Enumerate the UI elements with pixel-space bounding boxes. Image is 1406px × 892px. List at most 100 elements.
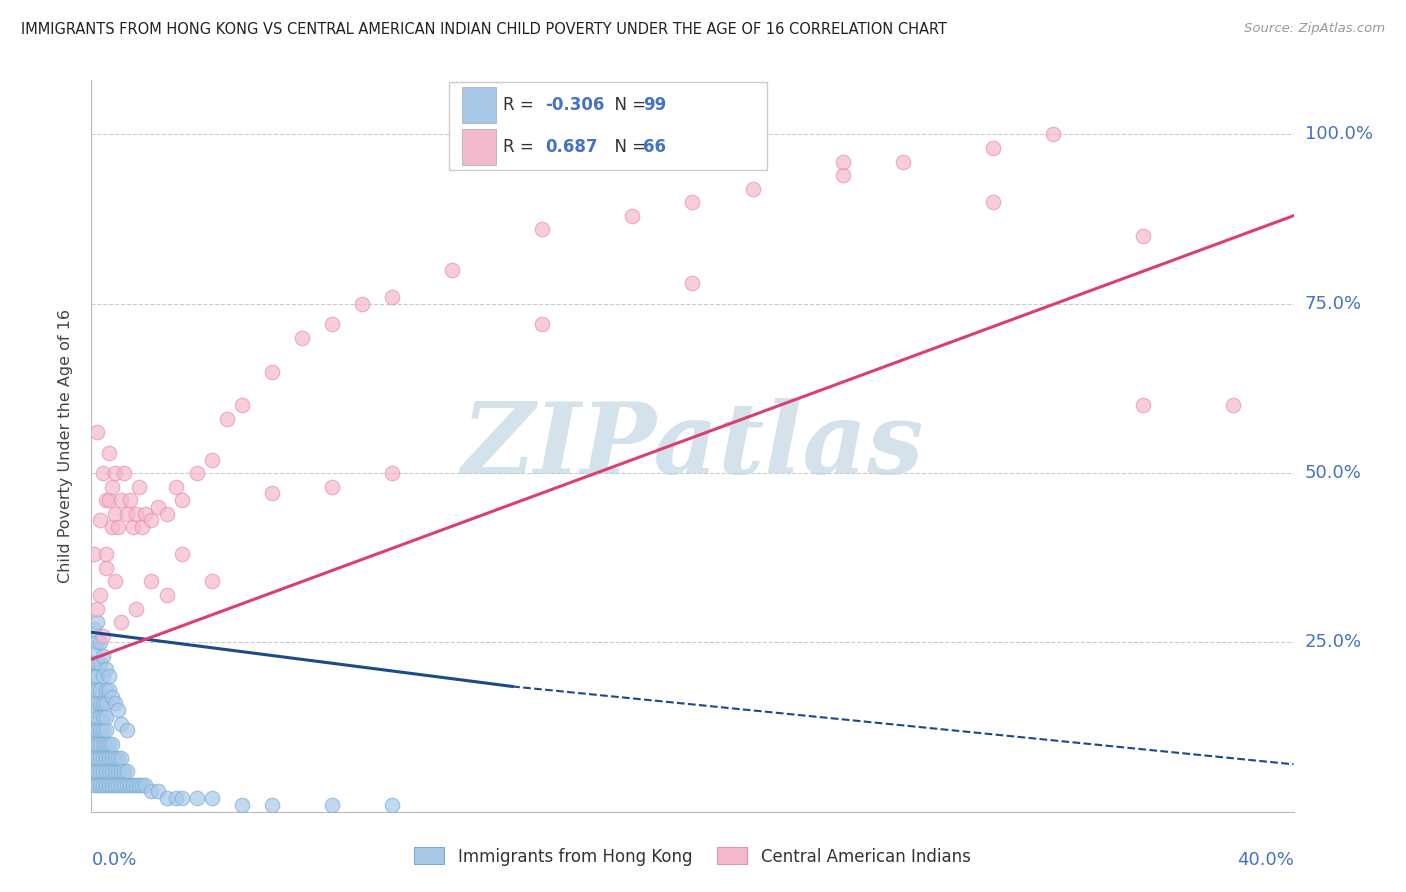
Point (134, 507, 156, 521)
Point (1042, 128, 1064, 142)
Point (93, 710, 115, 724)
Point (89, 656, 111, 670)
Point (86, 764, 108, 778)
Point (201, 452, 224, 467)
Point (83, 656, 105, 670)
Point (1132, 398, 1154, 412)
Point (110, 778, 132, 792)
Point (531, 222, 554, 236)
Point (83, 642, 105, 657)
Point (381, 466, 404, 480)
Point (96, 737, 118, 751)
Point (89, 750, 111, 764)
Point (107, 520, 129, 534)
Point (621, 209, 644, 223)
Point (122, 520, 145, 534)
Point (86, 750, 108, 764)
Point (321, 480, 343, 494)
Point (321, 797, 343, 812)
Text: 0.0%: 0.0% (91, 851, 136, 869)
Point (125, 507, 148, 521)
Point (83, 737, 105, 751)
Point (86, 601, 108, 615)
Point (98, 446, 121, 460)
Point (93, 750, 115, 764)
Text: 99: 99 (644, 96, 666, 114)
Point (381, 290, 404, 304)
Point (146, 784, 169, 798)
Point (134, 778, 156, 792)
Point (107, 703, 129, 717)
Point (89, 514, 111, 528)
Point (89, 588, 111, 602)
Point (98, 750, 121, 764)
Text: 25.0%: 25.0% (1305, 633, 1362, 651)
Point (96, 682, 118, 697)
Point (128, 778, 150, 792)
Point (155, 791, 177, 805)
Point (98, 669, 121, 683)
Point (141, 574, 163, 589)
Point (117, 507, 139, 521)
Point (741, 181, 763, 195)
Point (981, 195, 1004, 210)
Point (321, 317, 343, 331)
Point (165, 480, 187, 494)
Point (110, 493, 132, 508)
Text: -0.306: -0.306 (546, 96, 605, 114)
Point (260, 364, 283, 378)
Point (83, 682, 105, 697)
Point (122, 778, 145, 792)
Text: 75.0%: 75.0% (1305, 294, 1362, 313)
Point (131, 778, 153, 792)
Point (96, 764, 118, 778)
Point (120, 493, 142, 508)
Legend: Immigrants from Hong Kong, Central American Indians: Immigrants from Hong Kong, Central Ameri… (415, 847, 970, 865)
Point (186, 466, 208, 480)
Point (101, 778, 124, 792)
Point (104, 778, 127, 792)
Point (215, 412, 238, 426)
Point (80, 723, 103, 738)
Point (86, 669, 108, 683)
Point (89, 723, 111, 738)
Point (96, 561, 118, 575)
Point (117, 764, 139, 778)
Text: 50.0%: 50.0% (1305, 464, 1361, 482)
Text: Source: ZipAtlas.com: Source: ZipAtlas.com (1244, 22, 1385, 36)
Text: 40.0%: 40.0% (1237, 851, 1294, 869)
Point (89, 764, 111, 778)
Point (104, 764, 127, 778)
Text: R =: R = (503, 138, 538, 156)
Point (96, 778, 118, 792)
Point (93, 648, 115, 663)
Point (101, 750, 124, 764)
Point (104, 466, 127, 480)
Text: N =: N = (605, 138, 651, 156)
Point (350, 297, 373, 311)
Point (114, 466, 136, 480)
Point (981, 141, 1004, 155)
Point (89, 737, 111, 751)
Point (98, 778, 121, 792)
Point (96, 697, 118, 711)
Point (93, 723, 115, 738)
Point (93, 764, 115, 778)
Point (110, 716, 132, 731)
Point (98, 737, 121, 751)
Text: 100.0%: 100.0% (1305, 126, 1372, 144)
Point (96, 750, 118, 764)
Point (104, 574, 127, 589)
Point (86, 615, 108, 629)
Point (89, 778, 111, 792)
Point (107, 764, 129, 778)
Point (440, 263, 463, 277)
Point (114, 778, 136, 792)
Point (117, 723, 139, 738)
Point (681, 195, 703, 210)
Text: IMMIGRANTS FROM HONG KONG VS CENTRAL AMERICAN INDIAN CHILD POVERTY UNDER THE AGE: IMMIGRANTS FROM HONG KONG VS CENTRAL AME… (21, 22, 948, 37)
Point (260, 486, 283, 500)
Point (125, 601, 148, 615)
Point (107, 750, 129, 764)
Point (1132, 229, 1154, 244)
